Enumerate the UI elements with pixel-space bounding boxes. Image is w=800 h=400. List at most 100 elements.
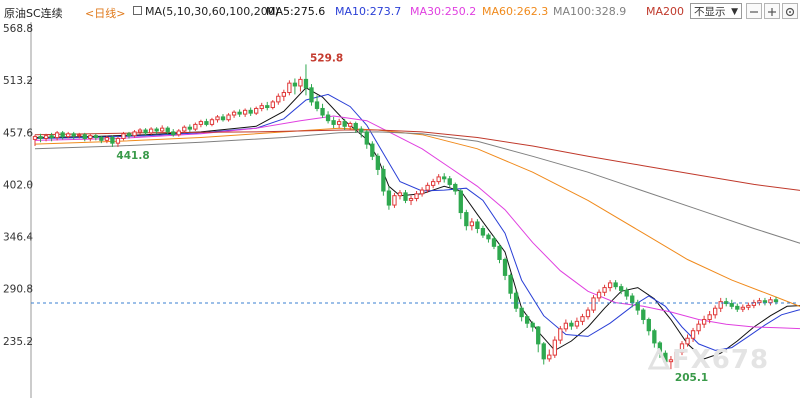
candle	[707, 311, 712, 324]
candle	[148, 127, 154, 135]
watermark: FX678	[672, 345, 770, 375]
candle	[375, 153, 381, 176]
y-tick-label: 402.0	[3, 179, 33, 191]
candle	[602, 284, 607, 297]
ma30-value: MA30:250.2	[410, 5, 477, 18]
period-selector[interactable]: <日线>	[85, 7, 126, 20]
candle	[408, 195, 414, 206]
candle	[685, 334, 690, 347]
candle	[558, 326, 563, 344]
candle	[502, 257, 508, 281]
candle	[38, 133, 43, 143]
candle	[121, 131, 126, 141]
y-tick-label: 457.6	[3, 127, 33, 139]
candle	[403, 190, 408, 204]
y-tick-label: 290.8	[3, 284, 33, 296]
candle	[298, 76, 303, 92]
candle	[619, 283, 624, 295]
hide-dropdown[interactable]: 不显示 ▼	[690, 3, 742, 19]
candle	[66, 131, 71, 139]
candle	[336, 118, 342, 129]
candle	[265, 101, 270, 111]
instrument-title: 原油SC连续	[4, 7, 63, 20]
candle	[215, 115, 220, 123]
candle	[585, 307, 591, 320]
y-tick-label: 235.2	[3, 336, 33, 348]
candle	[71, 131, 76, 140]
ma100-value: MA100:328.9	[553, 5, 627, 18]
candle	[746, 302, 751, 311]
candle	[281, 89, 287, 101]
candle	[237, 109, 242, 117]
candle	[82, 132, 87, 142]
candle	[193, 122, 198, 131]
candle	[486, 233, 491, 243]
ma-line-ma30	[34, 115, 800, 330]
price-annotation: 441.8	[116, 150, 149, 162]
candle	[469, 218, 475, 231]
ma-line-ma60	[34, 127, 800, 308]
candle	[652, 328, 657, 348]
zoom-in-icon[interactable]	[764, 3, 780, 19]
candle	[696, 320, 701, 335]
ma200-value: MA200	[646, 5, 685, 18]
candle	[325, 111, 331, 124]
candle	[386, 186, 392, 210]
candle	[270, 100, 275, 110]
candle	[569, 320, 574, 330]
candle	[88, 133, 93, 142]
candle	[397, 190, 403, 200]
candle	[757, 297, 762, 306]
settings-icon[interactable]	[782, 3, 798, 19]
candle	[724, 297, 729, 307]
candle	[701, 315, 707, 328]
candle	[574, 317, 580, 329]
y-tick-label: 568.8	[3, 23, 33, 35]
ma-line-ma200	[34, 129, 800, 191]
candle	[198, 119, 204, 128]
candle	[259, 102, 264, 112]
candle	[513, 290, 519, 312]
ma5-value: MA5:275.6	[266, 5, 326, 18]
candle	[54, 130, 60, 141]
candle	[182, 125, 187, 133]
candle	[464, 209, 469, 231]
candle	[303, 64, 309, 96]
candle	[32, 134, 38, 146]
candle	[519, 306, 524, 322]
candle	[392, 192, 397, 208]
candle	[646, 317, 651, 336]
candle	[93, 133, 98, 141]
candle	[104, 135, 110, 144]
candle	[364, 130, 369, 149]
price-annotations: 529.8 441.8 205.1	[116, 53, 708, 385]
candle	[43, 133, 49, 142]
candle	[231, 110, 237, 118]
candle	[314, 95, 320, 112]
candle	[447, 175, 452, 188]
candle	[160, 125, 165, 133]
candle	[176, 129, 181, 137]
candle	[508, 273, 513, 299]
candle	[143, 128, 148, 136]
candle	[165, 126, 170, 135]
candle	[436, 174, 441, 185]
candle	[126, 131, 132, 139]
candle	[370, 141, 375, 161]
candle	[353, 121, 358, 133]
candle	[453, 182, 458, 195]
ma-params: MA(5,10,30,60,100,200)	[145, 5, 280, 18]
candle	[541, 341, 546, 365]
ma10-value: MA10:273.7	[335, 5, 402, 18]
ma-checkbox-icon[interactable]	[133, 6, 142, 15]
candle	[204, 118, 209, 127]
candle	[292, 78, 298, 95]
candle	[99, 135, 104, 144]
candle	[60, 130, 65, 140]
candle	[624, 287, 629, 300]
candle	[110, 135, 115, 147]
candle	[419, 187, 425, 197]
zoom-out-icon[interactable]	[746, 3, 762, 19]
candle	[49, 132, 54, 142]
ma-line-ma100	[34, 131, 800, 244]
